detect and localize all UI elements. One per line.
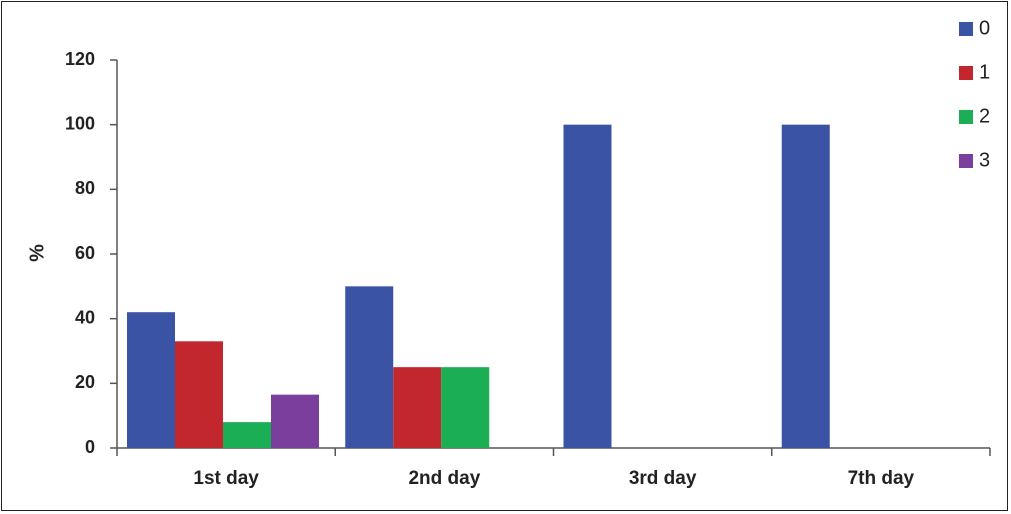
legend-swatch: [959, 110, 973, 124]
legend-swatch: [959, 66, 973, 80]
axes: [116, 60, 990, 449]
legend-swatch: [959, 22, 973, 36]
bar-series-0-2nd-day: [345, 286, 394, 448]
y-tick-label: 80: [75, 178, 95, 198]
bar-series-1-2nd-day: [393, 367, 442, 448]
x-tick-label: 2nd day: [408, 468, 480, 489]
bar-series-0-3rd-day: [563, 124, 612, 449]
legend-swatch: [959, 154, 973, 168]
legend-label: 2: [979, 105, 990, 127]
y-tick-label: 60: [75, 243, 95, 263]
y-ticks: 0 20 40 60 80 100 120: [65, 49, 117, 457]
y-tick-label: 20: [75, 372, 95, 392]
y-tick-label: 40: [75, 307, 95, 327]
bar-series-1-1st-day: [175, 341, 223, 448]
x-tick-label: 7th day: [848, 468, 915, 489]
legend-label: 1: [979, 61, 990, 83]
y-tick-label: 0: [85, 437, 95, 457]
legend: 0 1 2 3: [959, 17, 990, 171]
x-tick-label: 1st day: [193, 468, 259, 489]
bar-series-2-2nd-day: [441, 367, 490, 448]
x-tick-label: 3rd day: [629, 468, 697, 489]
y-axis-label: %: [26, 244, 48, 262]
y-tick-label: 100: [65, 113, 95, 133]
bar-series-2-1st-day: [223, 422, 271, 448]
bar-series-0-7th-day: [781, 124, 830, 449]
bar-series-3-1st-day: [271, 394, 319, 448]
bars: [127, 124, 830, 449]
legend-label: 0: [979, 17, 990, 39]
bar-series-0-1st-day: [127, 312, 175, 448]
legend-label: 3: [979, 149, 990, 171]
x-ticks: 1st day 2nd day 3rd day 7th day: [116, 448, 991, 489]
y-tick-label: 120: [65, 49, 95, 69]
